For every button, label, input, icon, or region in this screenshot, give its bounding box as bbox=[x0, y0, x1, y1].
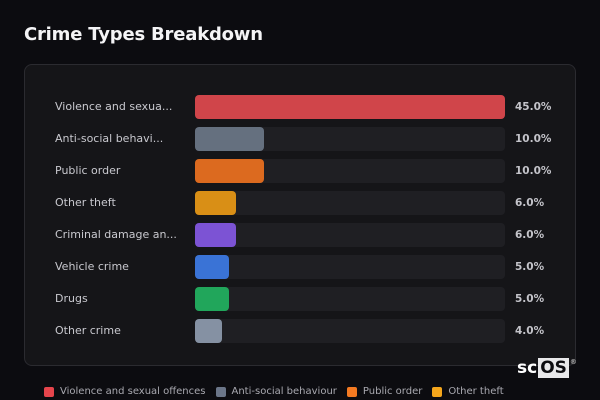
bar-fill[interactable] bbox=[195, 191, 236, 215]
bar-label: Public order bbox=[55, 164, 121, 177]
legend-label: Public order bbox=[362, 386, 423, 397]
bar-track bbox=[195, 255, 505, 279]
legend-swatch-icon bbox=[215, 386, 226, 397]
bar-fill[interactable] bbox=[195, 287, 229, 311]
bar-row: Drugs 5.0% bbox=[25, 287, 575, 311]
legend-swatch-icon bbox=[346, 386, 357, 397]
bar-value: 10.0% bbox=[515, 133, 552, 145]
bar-track bbox=[195, 159, 505, 183]
bar-fill[interactable] bbox=[195, 159, 264, 183]
bar-label: Other theft bbox=[55, 196, 116, 209]
legend-swatch-icon bbox=[44, 386, 54, 397]
bar-label: Other crime bbox=[55, 324, 121, 337]
bar-label: Vehicle crime bbox=[55, 260, 129, 273]
legend-swatch-icon bbox=[432, 386, 443, 397]
bar-track bbox=[195, 287, 505, 311]
bar-row: Other crime 4.0% bbox=[25, 319, 575, 343]
bar-label: Anti-social behavi... bbox=[55, 132, 164, 145]
bar-fill[interactable] bbox=[195, 127, 264, 151]
chart-title: Crime Types Breakdown bbox=[24, 24, 263, 45]
bar-label: Violence and sexua... bbox=[55, 100, 173, 113]
bar-track bbox=[195, 191, 505, 215]
bar-track bbox=[195, 319, 505, 343]
legend-item[interactable]: Other theft bbox=[432, 386, 504, 397]
bar-value: 6.0% bbox=[515, 229, 545, 241]
bar-label: Criminal damage an... bbox=[55, 228, 177, 241]
bar-track bbox=[195, 127, 505, 151]
bar-track bbox=[195, 223, 505, 247]
legend-label: Other theft bbox=[448, 386, 504, 397]
bar-row: Criminal damage an... 6.0% bbox=[25, 223, 575, 247]
bar-value: 10.0% bbox=[515, 165, 552, 177]
legend-item[interactable]: Violence and sexual offences bbox=[44, 386, 206, 397]
bar-label: Drugs bbox=[55, 292, 88, 305]
scos-logo: sc OS ® bbox=[517, 358, 577, 378]
logo-boxed: OS bbox=[538, 358, 569, 378]
bar-value: 45.0% bbox=[515, 101, 552, 113]
bar-value: 5.0% bbox=[515, 261, 545, 273]
bar-row: Vehicle crime 5.0% bbox=[25, 255, 575, 279]
bar-value: 5.0% bbox=[515, 293, 545, 305]
bar-fill[interactable] bbox=[195, 223, 236, 247]
chart-legend: Violence and sexual offences Anti-social… bbox=[44, 386, 514, 397]
legend-item[interactable]: Public order bbox=[346, 386, 423, 397]
legend-label: Violence and sexual offences bbox=[60, 386, 206, 397]
bar-fill[interactable] bbox=[195, 255, 229, 279]
bar-row: Violence and sexua... 45.0% bbox=[25, 95, 575, 119]
chart-card: Violence and sexua... 45.0% Anti-social … bbox=[24, 64, 576, 366]
bar-value: 6.0% bbox=[515, 197, 545, 209]
legend-item[interactable]: Anti-social behaviour bbox=[215, 386, 337, 397]
bar-row: Public order 10.0% bbox=[25, 159, 575, 183]
bar-row: Anti-social behavi... 10.0% bbox=[25, 127, 575, 151]
bar-fill[interactable] bbox=[195, 95, 505, 119]
legend-label: Anti-social behaviour bbox=[231, 386, 337, 397]
registered-icon: ® bbox=[569, 358, 577, 366]
bar-fill[interactable] bbox=[195, 319, 222, 343]
bar-track bbox=[195, 95, 505, 119]
bar-value: 4.0% bbox=[515, 325, 545, 337]
bar-row: Other theft 6.0% bbox=[25, 191, 575, 215]
logo-prefix: sc bbox=[517, 358, 538, 378]
